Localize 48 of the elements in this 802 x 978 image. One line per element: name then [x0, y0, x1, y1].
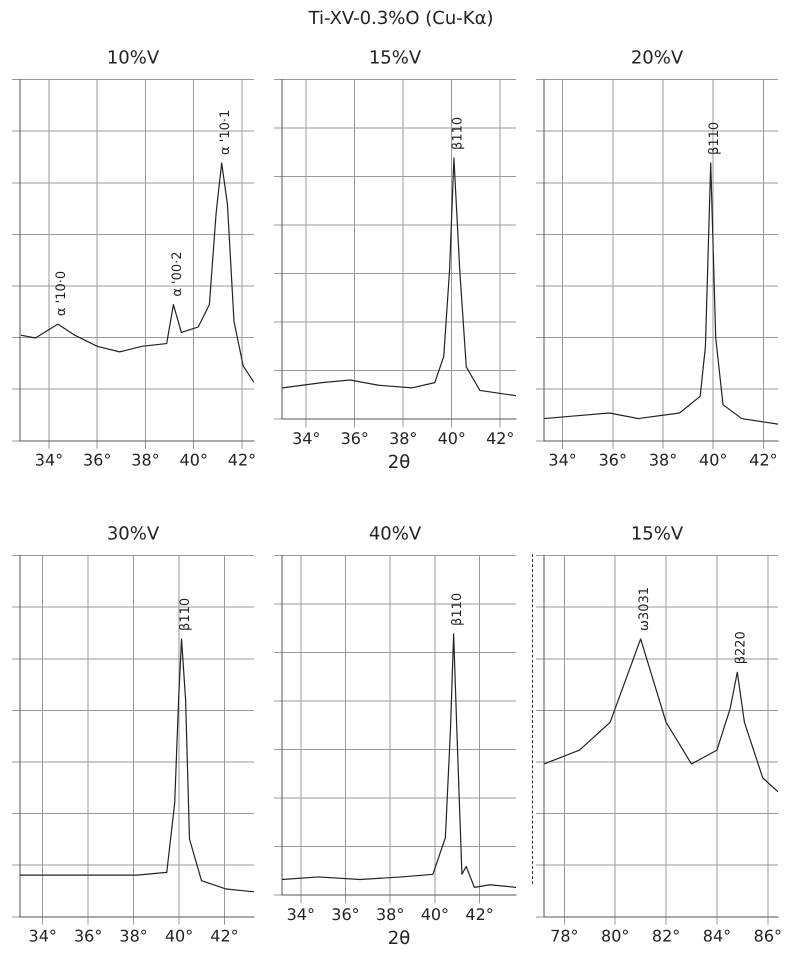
x-tick-label: 84° — [702, 926, 732, 946]
x-tick-label: 36° — [83, 450, 112, 470]
x-tick-label: 34° — [28, 926, 57, 946]
annotation: α '10·1 — [218, 110, 234, 155]
x-tick-label: 34° — [292, 428, 320, 448]
annotation: β110 — [178, 598, 193, 631]
chart-title: 20%V — [630, 47, 684, 68]
x-tick-label: 80° — [601, 926, 630, 946]
annotation: α '10·0 — [54, 270, 70, 316]
x-tick-label: 40° — [180, 450, 208, 470]
x-tick-label: 34° — [34, 450, 64, 470]
annotation: ω3031 — [637, 586, 652, 631]
x-axis-title: 2θ — [388, 928, 410, 949]
x-tick-label: 36° — [340, 428, 369, 448]
x-tick-label: 38° — [389, 428, 418, 448]
chart-title: 10%V — [106, 47, 160, 68]
x-tick-label: 42° — [228, 450, 256, 470]
annotation: β110 — [450, 116, 466, 150]
annotation: β220 — [734, 631, 749, 664]
x-tick-label: 86° — [754, 926, 782, 946]
x-tick-label: 42° — [210, 926, 239, 946]
annotation: β110 — [707, 122, 722, 155]
chart-title: 15%V — [368, 47, 422, 68]
x-tick-label: 82° — [652, 926, 680, 946]
x-tick-label: 36° — [331, 904, 360, 924]
x-tick-label: 40° — [420, 904, 450, 924]
x-tick-label: 34° — [286, 904, 315, 924]
x-tick-label: 40° — [699, 450, 728, 470]
chart-title: 40%V — [368, 523, 422, 544]
x-tick-label: 42° — [486, 428, 514, 448]
x-tick-label: 78° — [550, 926, 579, 946]
text: Ti-XV-0.3%O (Cu-Kα) — [308, 8, 494, 29]
x-tick-label: 38° — [648, 450, 678, 470]
x-tick-label: 38° — [119, 926, 148, 946]
x-tick-label: 36° — [74, 926, 102, 946]
x-tick-label: 42° — [749, 450, 778, 470]
chart-title: 30%V — [106, 523, 160, 544]
x-tick-label: 34° — [548, 450, 577, 470]
x-tick-label: 40° — [438, 428, 466, 448]
chart-title: 15%V — [630, 523, 684, 544]
x-tick-label: 42° — [465, 904, 494, 924]
x-tick-label: 40° — [164, 926, 194, 946]
x-axis-title: 2θ — [388, 452, 410, 473]
x-tick-label: 38° — [131, 450, 160, 470]
annotation: α '00·2 — [170, 251, 185, 297]
annotation: β110 — [450, 592, 466, 626]
x-tick-label: 36° — [598, 450, 627, 470]
x-tick-label: 38° — [376, 904, 404, 924]
